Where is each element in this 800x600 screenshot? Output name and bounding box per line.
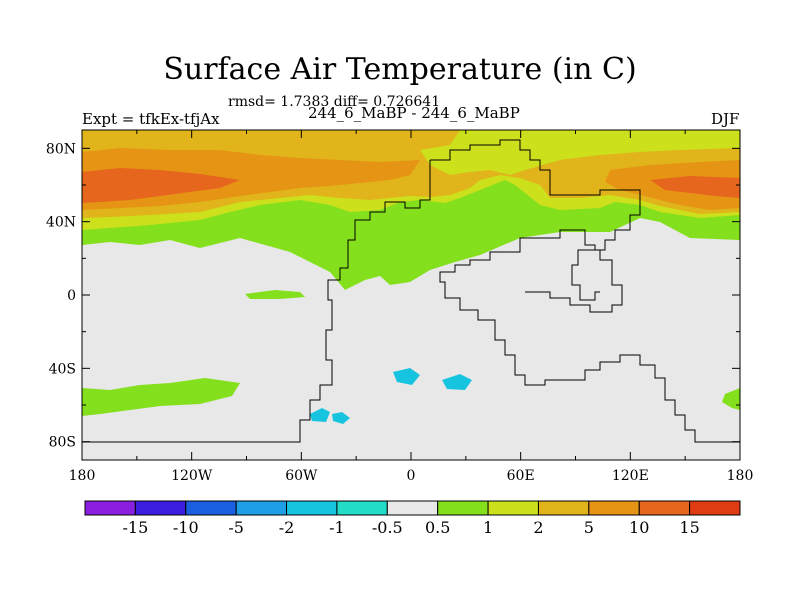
x-tick-label: 180 [727,468,754,484]
colorbar-label: 0.5 [425,518,450,537]
x-tick-label: 120E [612,468,649,484]
y-tick-label: 80S [49,435,76,451]
season-label: DJF [711,110,740,128]
colorbar-swatch [336,500,388,516]
case-label: 244_6_MaBP - 244_6_MaBP [308,104,520,122]
coastline-northern-continent [430,139,740,443]
colorbar-label: -10 [173,518,199,537]
colorbar-swatch [588,500,640,516]
field-contour-cyan-indian [442,374,472,390]
y-axis: 80N 40N 0 40S 80S [46,141,740,451]
colorbar: -15 -10 -5 -2 -1 -0.5 0.5 1 2 5 10 15 [84,500,741,537]
field-contour-red-orange-east [650,176,740,198]
stats-line: rmsd= 1.7383 diff= 0.726641 [228,94,441,110]
colorbar-label: -0.5 [372,518,403,537]
colorbar-label: 2 [533,518,543,537]
colorbar-swatch [185,500,237,516]
x-tick-label: 60W [285,468,318,484]
field-contour-cyan-atlantic-2 [332,412,350,424]
field-contour-green-tropics [245,290,305,299]
field-contour-green-east [722,388,740,410]
experiment-label: Expt = tfkEx-tfjAx [82,110,220,128]
x-tick-label: 180 [69,468,96,484]
field-contour-cyan-africa [393,368,420,385]
colorbar-swatch [286,500,338,516]
y-tick-label: 40S [49,361,76,377]
y-tick-label: 80N [46,141,76,157]
map-field [82,130,740,460]
colorbar-label: -1 [329,518,345,537]
colorbar-swatch [386,500,439,516]
colorbar-swatch [689,500,741,516]
colorbar-swatch [134,500,187,516]
coastline-western-continent [82,160,431,443]
colorbar-label: -2 [279,518,295,537]
y-tick-label: 40N [46,215,76,231]
colorbar-swatch [235,500,288,516]
x-tick-label: 120W [171,468,213,484]
chart-title: Surface Air Temperature (in C) [163,52,637,87]
x-axis: 180 120W 60W 0 60E 120E 180 [69,130,754,484]
coastline-inner-sea [525,249,623,313]
colorbar-label: 10 [629,518,649,537]
colorbar-swatch [84,500,136,516]
x-tick-label: 0 [407,468,416,484]
colorbar-swatch [437,500,489,516]
field-contour-cyan-atlantic [310,408,330,422]
y-tick-label: 0 [67,288,76,304]
colorbar-label: 1 [483,518,493,537]
colorbar-swatch [638,500,691,516]
colorbar-swatch [487,500,539,516]
colorbar-label: 15 [679,518,699,537]
colorbar-swatch [537,500,590,516]
x-tick-label: 60E [507,468,535,484]
field-contour-gold [82,130,740,218]
colorbar-label: -15 [123,518,149,537]
field-contour-green-southern-ocean [82,378,240,416]
colorbar-label: -5 [228,518,244,537]
field-contour-red-orange-west [82,168,240,203]
colorbar-label: 5 [584,518,594,537]
